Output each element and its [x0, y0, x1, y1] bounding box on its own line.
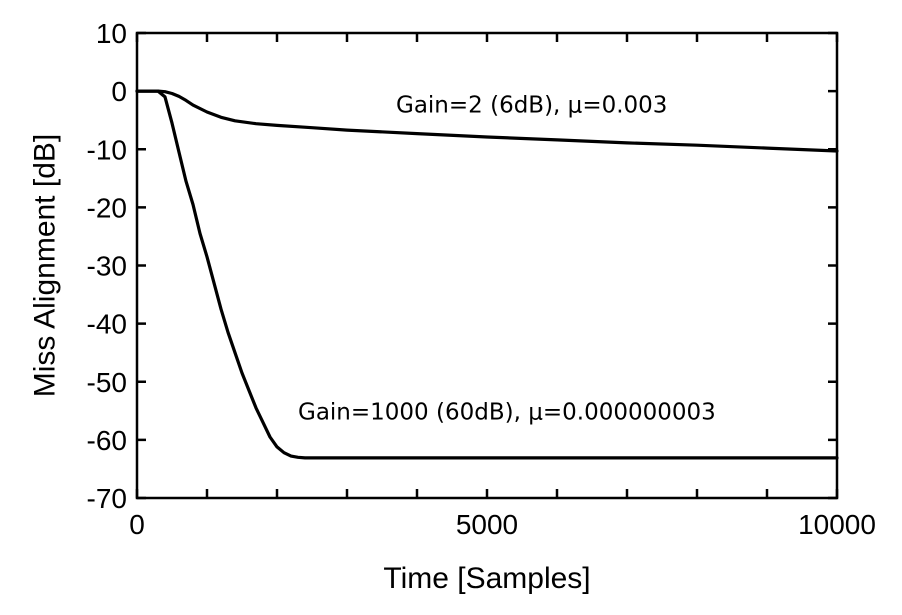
annotation-2: Gain=1000 (60dB), μ=0.000000003	[298, 400, 716, 426]
x-tick-label: 5000	[456, 509, 518, 540]
y-tick-label: -70	[87, 483, 127, 514]
x-axis-title: Time [Samples]	[383, 562, 590, 595]
x-tick-label: 0	[129, 509, 145, 540]
series-lines	[135, 89, 839, 460]
annotation-1: Gain=2 (6dB), μ=0.003	[396, 93, 667, 119]
y-tick-label: -50	[87, 367, 127, 398]
tick-labels: 100-10-20-30-40-50-60-700 5000 10000	[87, 18, 876, 540]
y-axis-title: Miss Alignment [dB]	[29, 134, 62, 397]
axis-ticks	[135, 31, 839, 500]
y-tick-label: -40	[87, 309, 127, 340]
y-tick-label: 10	[96, 18, 127, 49]
y-tick-label: -10	[87, 134, 127, 165]
y-tick-label: -20	[87, 192, 127, 223]
series-line-1	[135, 89, 839, 153]
y-tick-label: -30	[87, 251, 127, 282]
y-tick-label: 0	[111, 76, 127, 107]
x-tick-label: 10000	[798, 509, 876, 540]
y-tick-label: -60	[87, 425, 127, 456]
annotations: Gain=2 (6dB), μ=0.003 Gain=1000 (60dB), μ…	[298, 93, 716, 426]
series-line-2	[135, 89, 839, 460]
